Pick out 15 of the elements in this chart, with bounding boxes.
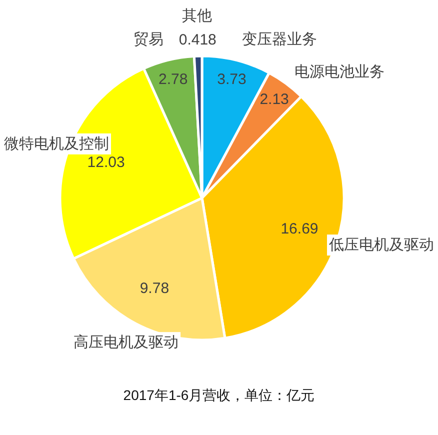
text: 2017年1-6月营收，单位：亿元 bbox=[123, 387, 315, 403]
data-label: 2.13 bbox=[260, 91, 289, 108]
slice-label: 低压电机及驱动 bbox=[329, 236, 434, 254]
slice-label: 变压器业务 bbox=[242, 31, 317, 48]
data-label: 9.78 bbox=[140, 280, 170, 298]
data-label: 0.418 bbox=[178, 32, 216, 49]
data-label: 12.03 bbox=[87, 154, 125, 172]
data-label: 16.69 bbox=[280, 220, 318, 238]
slice-label: 贸易 bbox=[133, 30, 164, 48]
slice-label: 电源电池业务 bbox=[294, 64, 384, 81]
data-label: 2.78 bbox=[158, 70, 188, 88]
slice-label: 微特电机及控制 bbox=[4, 135, 109, 152]
slice-label: 高压电机及驱动 bbox=[74, 334, 179, 352]
slice-label: 其他 bbox=[182, 8, 212, 25]
data-label: 3.73 bbox=[217, 71, 246, 88]
